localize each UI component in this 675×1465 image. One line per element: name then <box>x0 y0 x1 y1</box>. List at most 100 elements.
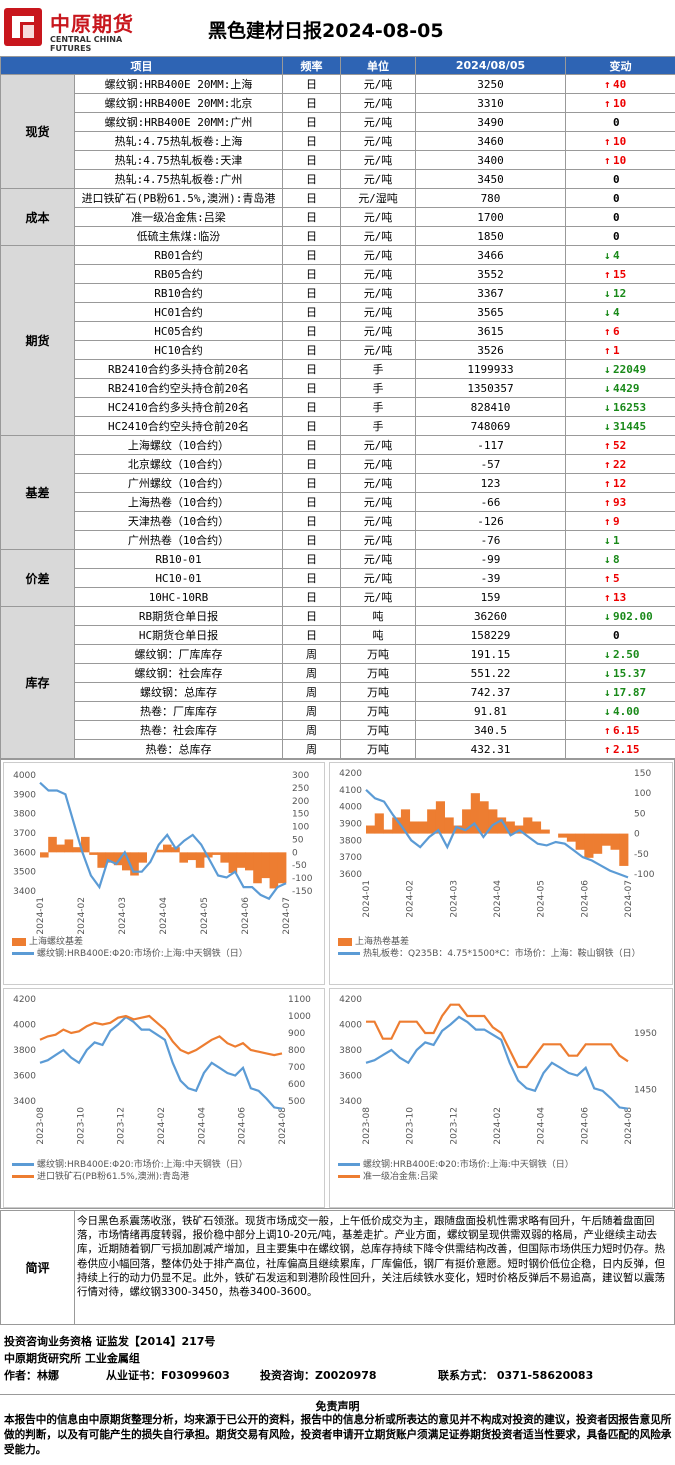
chart-legend: 上海热卷基差热轧板卷：Q235B：4.75*1500*C：市场价：上海：鞍山钢铁… <box>338 936 666 960</box>
value-cell: 1850 <box>415 226 566 246</box>
unit-cell: 元/吨 <box>340 435 416 455</box>
table-row: 螺纹钢：厂库库存周万吨 191.15 ↓ 2.50 <box>1 644 675 664</box>
bar <box>228 852 238 873</box>
series-line <box>365 789 629 879</box>
table-row: 价差 RB10-01 日元/吨 -99 ↓ 8 <box>0 549 675 607</box>
y-left-tick-label: 3400 <box>13 887 36 897</box>
frequency-cell: 日 <box>282 568 341 588</box>
arrow-down-icon: ↓ <box>604 704 611 718</box>
frequency-cell: 日 <box>282 606 341 626</box>
unit-cell: 元/吨 <box>340 549 416 569</box>
arrow-up-icon: ↑ <box>604 324 611 338</box>
change-value: 16253 <box>613 400 647 414</box>
chart-svg: 4000 3900 3800 3700 3600 3500 3400 300 250 200 150… <box>13 771 313 935</box>
bar <box>584 833 594 858</box>
legend-item: 螺纹钢:HRB400E:Φ20:市场价:上海:中天钢铁（日） <box>12 948 318 960</box>
x-tick-label: 2024-06 <box>580 1107 590 1145</box>
bar <box>89 852 98 855</box>
table-row: 螺纹钢：总库存周万吨 742.37 ↓ 17.87 <box>1 682 675 702</box>
value-cell: 158229 <box>415 625 566 645</box>
change-cell: ↓ 4.00 <box>565 701 675 721</box>
value-cell: -57 <box>415 454 566 474</box>
item-name-cell: RB2410合约空头持仓前20名 <box>74 378 283 398</box>
y-left-tick-label: 3900 <box>339 820 362 830</box>
table-row: 低硫主焦煤:临汾日元/吨 1850 0 <box>1 226 675 246</box>
y-right-tick-label: 100 <box>634 789 651 799</box>
arrow-down-icon: ↓ <box>604 362 611 376</box>
y-left-tick-label: 3900 <box>13 790 36 800</box>
table-row: 热卷：厂库库存周万吨 91.81 ↓ 4.00 <box>1 701 675 721</box>
category-cell: 现货 <box>0 74 75 189</box>
change-cell: ↓ 12 <box>565 283 675 303</box>
change-cell: ↑ 9 <box>565 511 675 531</box>
charts-panel: 4000 3900 3800 3700 3600 3500 3400 300 250 200 150… <box>0 759 675 1209</box>
item-name-cell: 热轧:4.75热轧板卷:广州 <box>74 169 283 189</box>
x-tick-label: 2023-12 <box>449 1107 459 1145</box>
legend-label: 上海螺纹基差 <box>29 937 84 947</box>
disclaimer-title: 免责声明 <box>315 1400 360 1413</box>
change-cell: ↓ 22049 <box>565 359 675 379</box>
arrow-down-icon: ↓ <box>604 533 611 547</box>
change-cell: ↑ 10 <box>565 131 675 151</box>
frequency-cell: 周 <box>282 644 341 664</box>
frequency-cell: 日 <box>282 245 341 265</box>
table-row: 现货 螺纹钢:HRB400E 20MM:上海日元/吨 3250 ↑ 40 <box>0 74 675 189</box>
frequency-cell: 日 <box>282 226 341 246</box>
x-tick-label: 2023-10 <box>406 1107 416 1145</box>
bar <box>261 852 270 879</box>
frequency-cell: 日 <box>282 93 341 113</box>
y-right-tick-label: 150 <box>292 810 309 820</box>
unit-cell: 元/吨 <box>340 568 416 588</box>
value-cell: 3466 <box>415 245 566 265</box>
y-left-tick-label: 3500 <box>13 868 36 878</box>
commentary-section: 简评 今日黑色系震荡收涨，铁矿石领涨。现货市场成交一般，上午低价成交为主，跟随盘… <box>0 1210 675 1325</box>
x-tick-label: 2024-03 <box>118 897 128 935</box>
x-tick-label: 2024-01 <box>36 897 46 935</box>
arrow-down-icon: ↓ <box>604 419 611 433</box>
frequency-cell: 日 <box>282 74 341 94</box>
bar <box>253 852 262 884</box>
table-row: RB10合约日元/吨 3367 ↓ 12 <box>1 283 675 303</box>
category-cell: 价差 <box>0 549 75 607</box>
change-value: 22049 <box>613 362 647 376</box>
unit-cell: 元/吨 <box>340 245 416 265</box>
value-cell: 3460 <box>415 131 566 151</box>
department-text: 中原期货研究所 工业金属组 <box>4 1352 140 1365</box>
frequency-cell: 日 <box>282 321 341 341</box>
col-header-item: 项目 <box>0 56 283 75</box>
bar <box>400 809 411 834</box>
frequency-cell: 日 <box>282 131 341 151</box>
frequency-cell: 日 <box>282 435 341 455</box>
chart-shanghai-rebar-basis: 4000 3900 3800 3700 3600 3500 3400 300 250 200 150… <box>3 762 325 985</box>
change-cell: 0 <box>565 207 675 227</box>
chart-rebar-vs-iron-ore: 4200 4000 3800 3600 3400 1100 1000 900 800 700 600… <box>3 988 325 1208</box>
y-left-tick-label: 3400 <box>339 1097 362 1107</box>
legend-item: 热轧板卷：Q235B：4.75*1500*C：市场价：上海：鞍山钢铁（日） <box>338 948 666 960</box>
legend-label: 热轧板卷：Q235B：4.75*1500*C：市场价：上海：鞍山钢铁（日） <box>363 949 641 959</box>
frequency-cell: 日 <box>282 549 341 569</box>
unit-cell: 吨 <box>340 606 416 626</box>
unit-cell: 元/吨 <box>340 340 416 360</box>
bar <box>453 825 463 834</box>
y-right-tick-label: -50 <box>634 850 649 860</box>
arrow-up-icon: ↑ <box>604 476 611 490</box>
y-right-tick-label: 800 <box>288 1046 305 1056</box>
value-cell: 3450 <box>415 169 566 189</box>
change-value: 902.00 <box>613 609 653 623</box>
y-left-tick-label: 3700 <box>339 853 362 863</box>
table-row: 北京螺纹（10合约）日元/吨 -57 ↑ 22 <box>1 454 675 474</box>
arrow-up-icon: ↑ <box>604 590 611 604</box>
change-value: 10 <box>613 96 627 110</box>
x-tick-label: 2023-08 <box>362 1107 372 1145</box>
item-name-cell: 热轧:4.75热轧板卷:上海 <box>74 131 283 151</box>
change-value: 2.50 <box>613 647 640 661</box>
chart-shanghai-hrc-basis: 4200 4100 4000 3900 3800 3700 3600 150 100 50 0 -50… <box>329 762 673 985</box>
x-tick-label: 2024-04 <box>537 1107 547 1145</box>
legend-label: 上海热卷基差 <box>355 937 410 947</box>
frequency-cell: 日 <box>282 150 341 170</box>
bar <box>558 833 568 838</box>
arrow-up-icon: ↑ <box>604 343 611 357</box>
bar <box>130 852 139 876</box>
change-cell: ↑ 6.15 <box>565 720 675 740</box>
table-row: HC05合约日元/吨 3615 ↑ 6 <box>1 321 675 341</box>
